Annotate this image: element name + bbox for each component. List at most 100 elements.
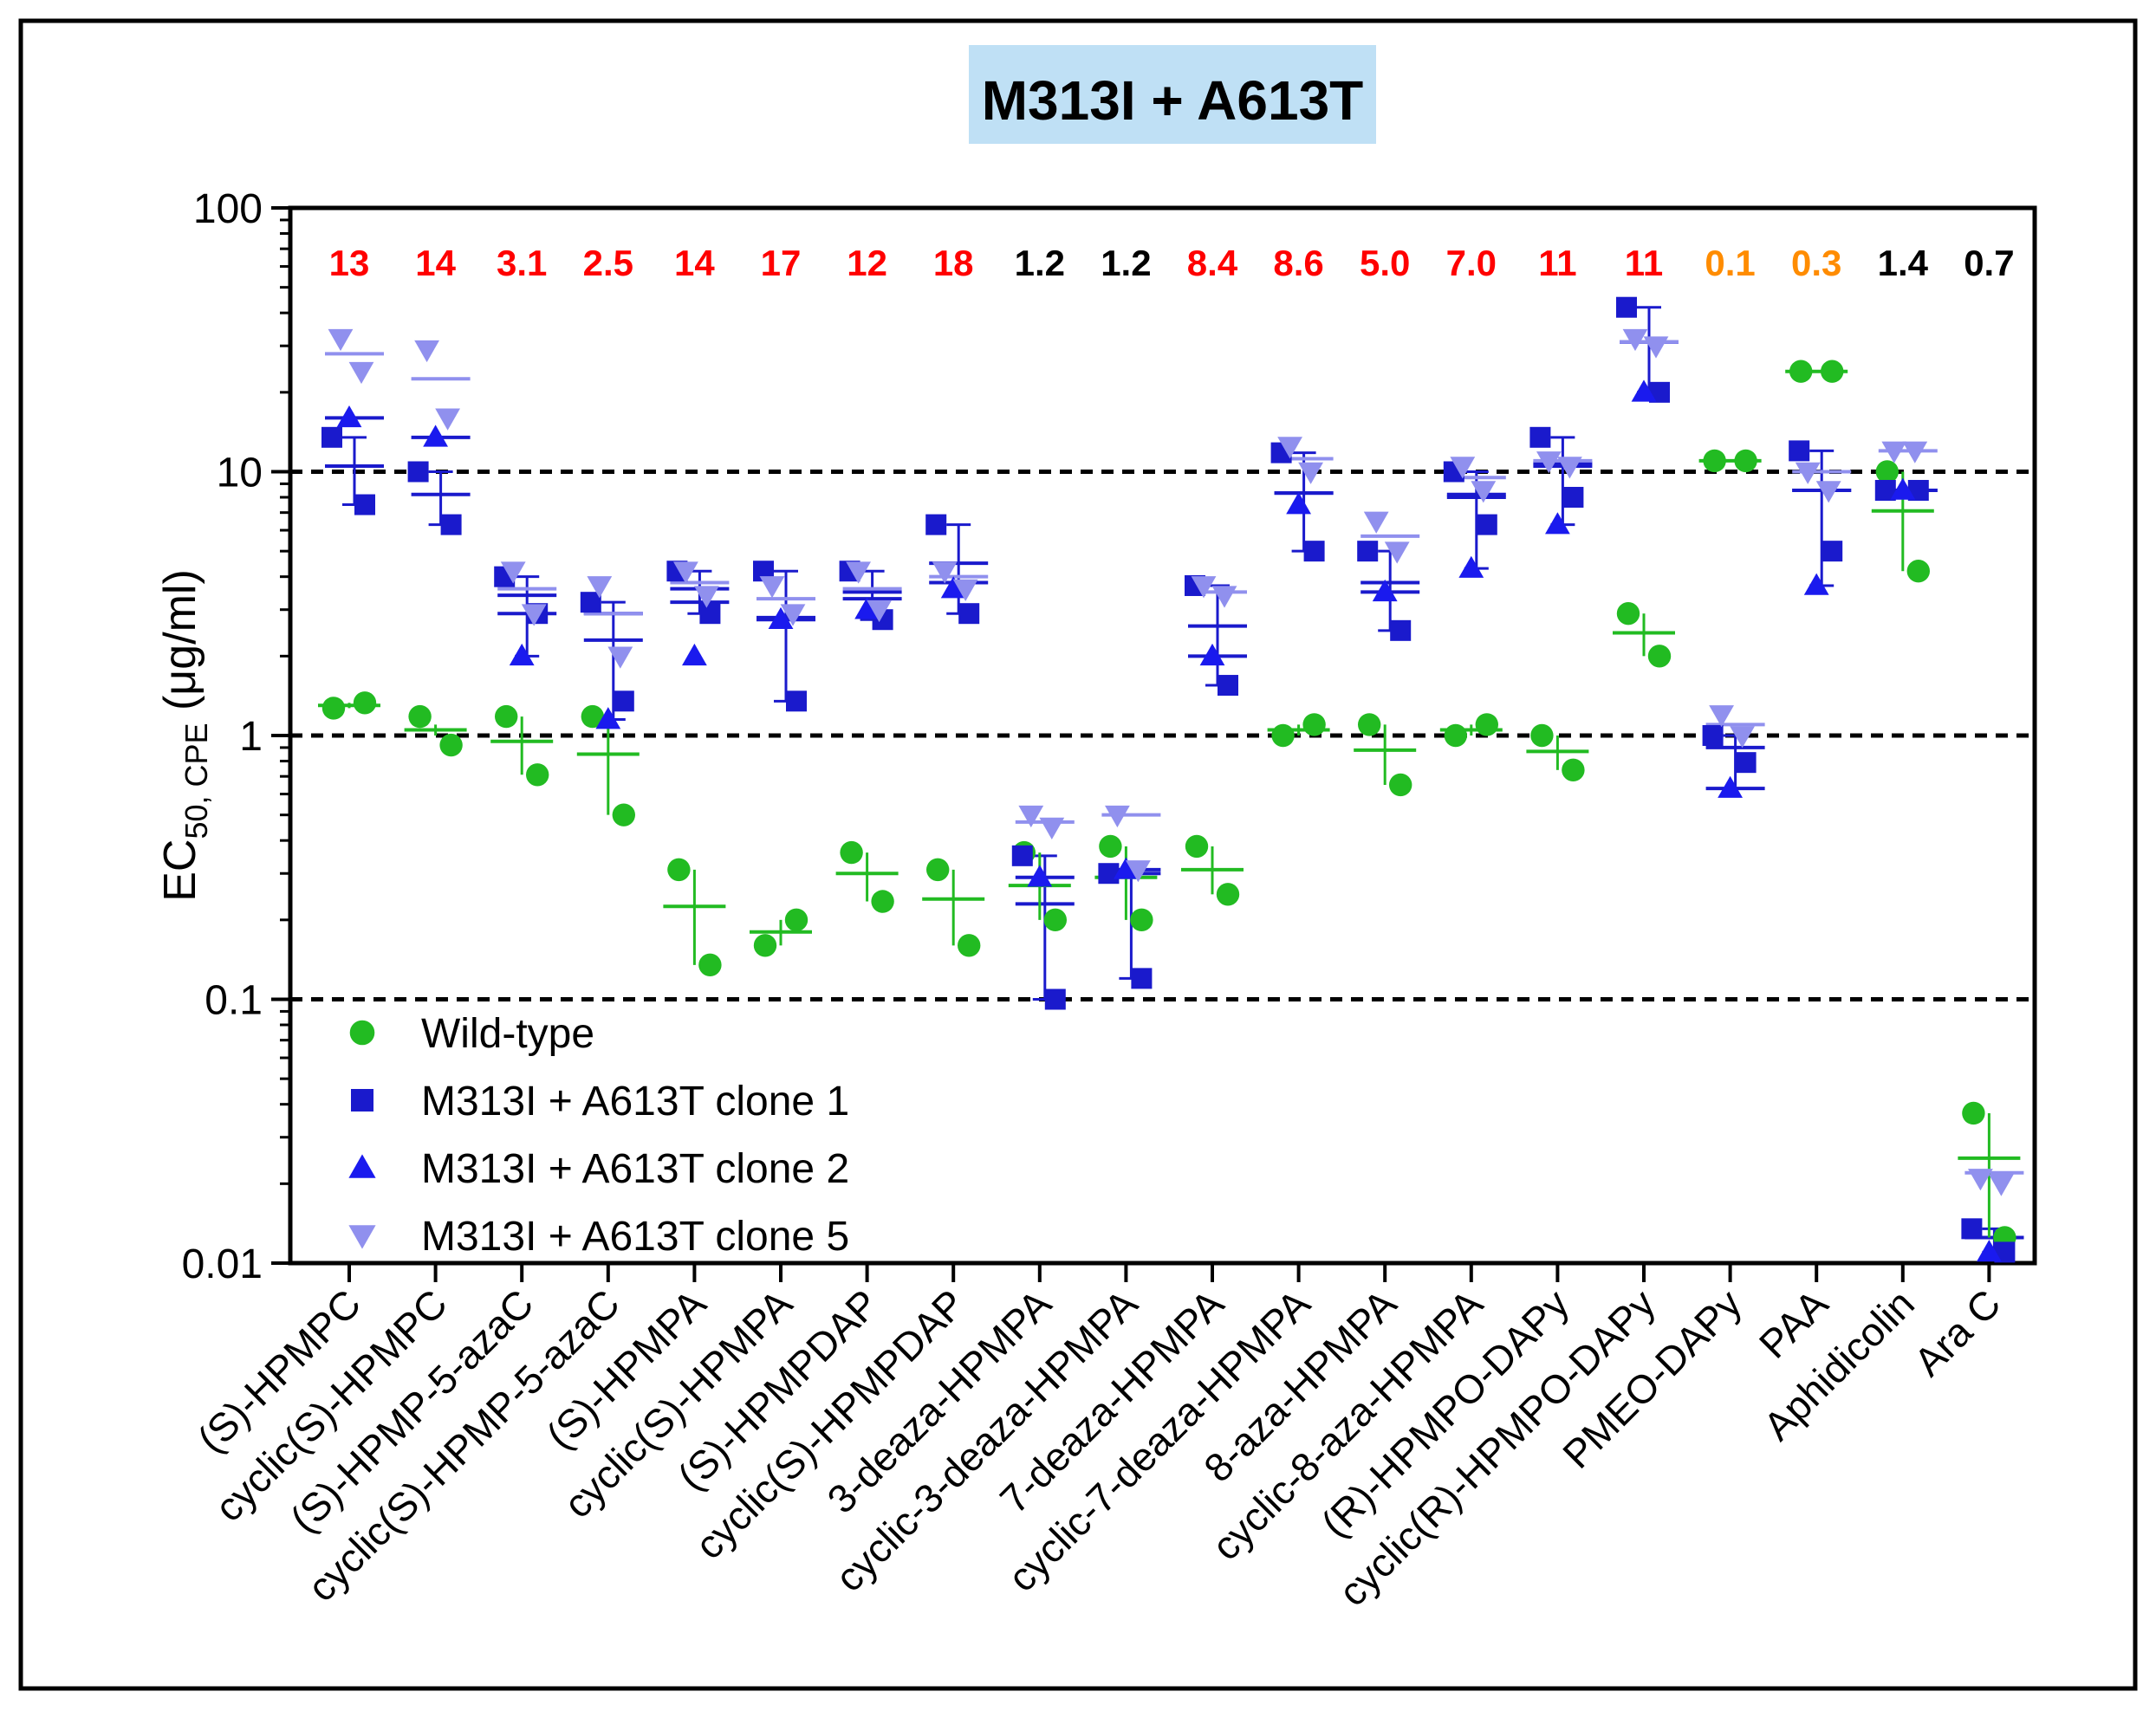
data-point (1545, 512, 1570, 535)
data-point (580, 592, 601, 613)
data-point (581, 704, 604, 729)
data-point (1702, 725, 1724, 746)
data-point (439, 733, 463, 757)
data-point (780, 604, 806, 626)
data-point (1631, 379, 1657, 402)
data-point (1043, 908, 1068, 932)
data-point (753, 934, 777, 957)
data-point (1795, 462, 1821, 484)
y-axis-title: EC50, CPE (μg/ml) (155, 569, 214, 902)
data-point (958, 934, 981, 957)
data-point (321, 426, 342, 448)
data-point (348, 361, 374, 385)
legend-label: M313I + A613T clone 2 (421, 1146, 849, 1192)
legend-label: M313I + A613T clone 5 (421, 1214, 849, 1260)
data-point (500, 561, 526, 584)
fold-change-label: 3.1 (497, 243, 547, 283)
y-tick-label: 1 (239, 714, 263, 760)
data-point (1011, 845, 1033, 866)
data-point (1444, 723, 1468, 748)
data-point (1303, 541, 1325, 562)
data-point (1358, 713, 1381, 736)
fold-change-label: 8.6 (1273, 243, 1323, 283)
data-point (1363, 511, 1389, 534)
data-point (1018, 805, 1044, 828)
fold-change-label: 0.3 (1791, 243, 1841, 283)
fold-change-label: 11 (1625, 243, 1663, 283)
data-point (1357, 541, 1379, 562)
y-tick-label: 0.1 (205, 978, 263, 1024)
data-point (1647, 645, 1672, 668)
data-point (354, 494, 375, 515)
data-point (595, 707, 621, 729)
data-point (423, 425, 448, 447)
data-point (1989, 1174, 2014, 1196)
fold-change-label: 0.1 (1705, 243, 1755, 283)
data-point (607, 646, 633, 669)
data-point (1536, 451, 1562, 474)
data-point (587, 576, 613, 599)
y-tick-label: 10 (217, 450, 263, 496)
outer-frame (18, 18, 2138, 1691)
data-point (1822, 541, 1843, 562)
data-point (353, 691, 377, 715)
data-point (1622, 328, 1648, 352)
fold-change-label: 18 (933, 243, 974, 283)
fold-change-label: 7.0 (1446, 243, 1497, 283)
data-point (435, 408, 460, 431)
data-point (1211, 586, 1237, 608)
data-point (1475, 713, 1499, 736)
data-point (699, 603, 721, 625)
legend-label: Wild-type (421, 1011, 594, 1057)
fold-change-label: 12 (847, 243, 887, 283)
data-point (1803, 573, 1829, 595)
data-point (958, 603, 980, 625)
data-point (1562, 487, 1584, 509)
fold-change-label: 14 (674, 243, 715, 283)
data-point (1557, 457, 1582, 479)
data-point (1302, 713, 1326, 736)
data-point (1968, 1169, 1993, 1191)
data-point (526, 763, 549, 787)
data-point (1643, 336, 1669, 359)
fold-change-label: 13 (329, 243, 370, 283)
legend-marker (348, 1154, 376, 1178)
data-point (509, 643, 535, 666)
data-point (1099, 834, 1122, 859)
fold-change-label: 0.7 (1964, 243, 2014, 283)
data-point (613, 690, 634, 712)
legend-marker (351, 1089, 373, 1112)
data-point (867, 599, 892, 623)
chart-title: M313I + A613T (982, 69, 1364, 132)
data-point (1616, 601, 1640, 625)
data-point (1471, 481, 1497, 503)
data-point (521, 604, 547, 626)
data-point (667, 858, 691, 882)
data-point (1789, 440, 1810, 462)
data-point (846, 561, 871, 584)
data-point (1902, 441, 1928, 463)
data-point (1529, 426, 1551, 448)
data-point (1271, 723, 1295, 748)
data-point (1390, 619, 1412, 641)
data-point (1616, 296, 1637, 318)
data-point (328, 328, 354, 352)
data-point (1450, 457, 1476, 479)
data-point (408, 704, 432, 729)
data-point (1735, 752, 1757, 774)
data-point (1562, 758, 1585, 782)
data-point (1458, 555, 1484, 578)
data-point (1130, 908, 1153, 932)
data-point (440, 514, 462, 535)
data-point (1977, 1239, 2002, 1262)
legend-marker (348, 1225, 376, 1249)
data-point (1131, 968, 1153, 989)
data-point (1114, 857, 1139, 879)
title-background (969, 45, 1376, 144)
data-point (940, 576, 966, 599)
data-point (1476, 514, 1497, 535)
fold-change-label: 11 (1538, 243, 1576, 283)
data-point (1098, 863, 1120, 885)
